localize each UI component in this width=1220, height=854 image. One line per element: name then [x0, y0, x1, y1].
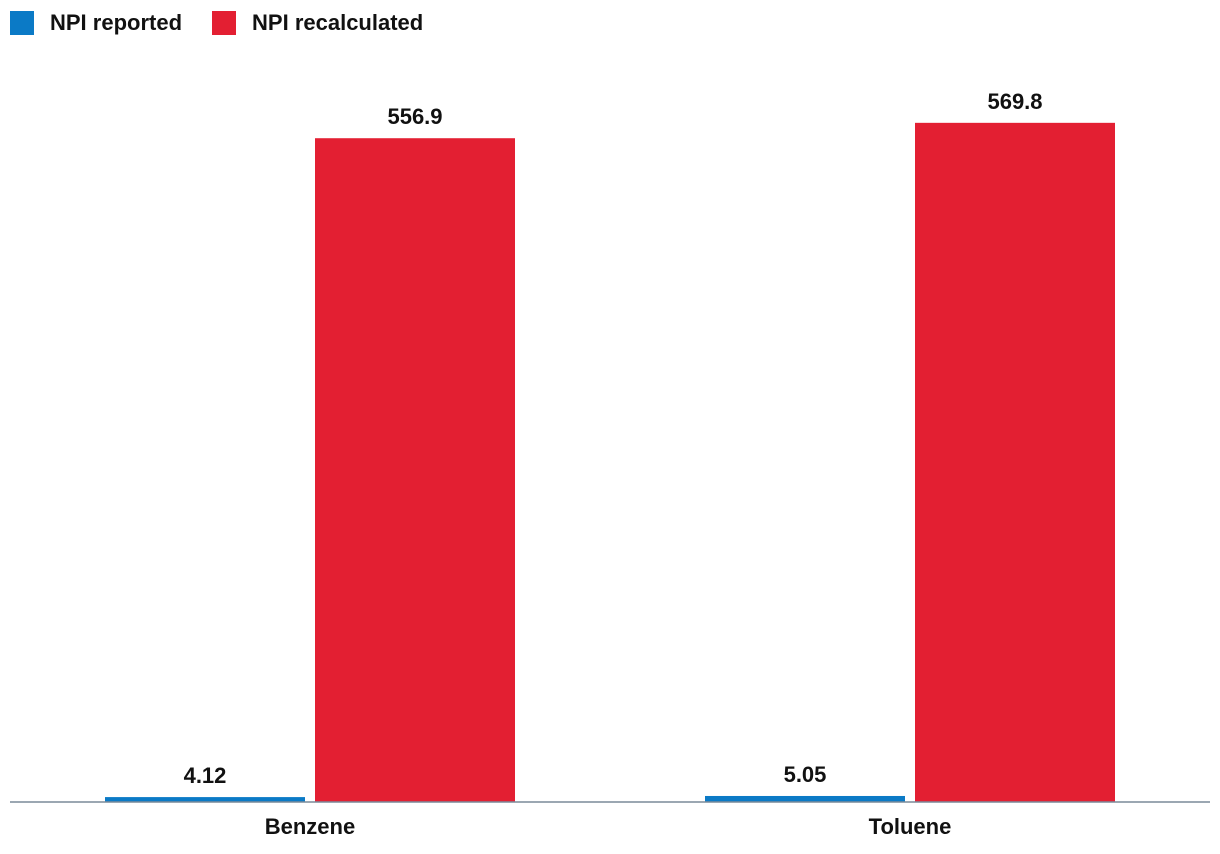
- category-label-benzene: Benzene: [265, 814, 355, 839]
- bars-group: [105, 122, 1115, 803]
- legend-label-npi-reported: NPI reported: [50, 10, 183, 35]
- value-labels-group: 4.12 556.9 5.05 569.8: [184, 89, 1043, 788]
- legend: NPI reported NPI recalculated: [10, 10, 453, 36]
- category-label-toluene: Toluene: [869, 814, 952, 839]
- legend-item-npi-recalculated: NPI recalculated: [212, 10, 423, 36]
- bar-benzene-npi-reported: [105, 797, 305, 802]
- bar-benzene-npi-recalculated: [315, 138, 515, 803]
- bar-toluene-npi-reported: [705, 795, 905, 802]
- value-label-benzene-npi-reported: 4.12: [184, 763, 227, 788]
- legend-label-npi-recalculated: NPI recalculated: [252, 10, 424, 35]
- bar-toluene-npi-recalculated: [915, 122, 1115, 803]
- legend-swatch-npi-reported: [10, 11, 34, 35]
- category-labels-group: Benzene Toluene: [265, 814, 952, 839]
- legend-item-npi-reported: NPI reported: [10, 10, 182, 36]
- legend-swatch-npi-recalculated: [212, 11, 237, 35]
- value-label-toluene-npi-recalculated: 569.8: [987, 89, 1042, 114]
- value-label-benzene-npi-recalculated: 556.9: [387, 104, 442, 129]
- value-label-toluene-npi-reported: 5.05: [784, 762, 827, 787]
